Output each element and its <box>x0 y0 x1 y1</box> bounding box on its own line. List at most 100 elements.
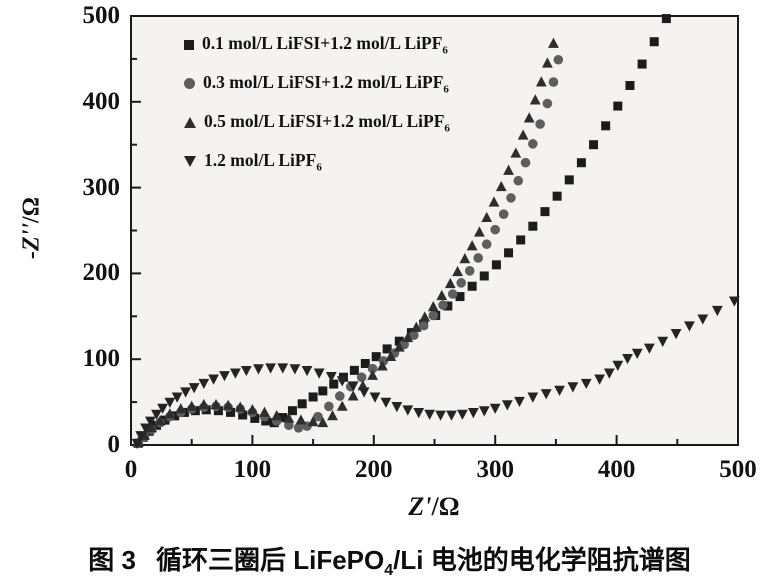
y-axis-title: -Z''/Ω <box>19 197 46 259</box>
triangle-up-marker-icon <box>385 350 397 362</box>
triangle-down-marker-icon <box>424 409 436 420</box>
triangle-up-marker-icon <box>295 414 307 425</box>
triangle-down-marker-icon <box>657 336 669 347</box>
square-marker-icon <box>394 336 404 346</box>
legend-label: 0.5 mol/L LiFSI+1.2 mol/L LiPF6 <box>204 110 450 135</box>
chart-legend: 0.1 mol/L LiFSI+1.2 mol/L LiPF6 0.3 mol/L… <box>184 33 450 189</box>
y-axis-unit: /Ω <box>18 197 45 223</box>
triangle-up-marker-icon <box>481 211 493 223</box>
legend-item: 0.3 mol/L LiFSI+1.2 mol/L LiPF6 <box>184 72 450 95</box>
square-marker-icon <box>160 415 170 425</box>
square-marker-icon <box>589 140 599 150</box>
triangle-down-marker-icon <box>457 409 468 420</box>
y-tick-label: 300 <box>82 173 121 201</box>
triangle-up-marker-icon <box>327 410 338 421</box>
legend-label: 0.3 mol/L LiFSI+1.2 mol/L LiPF6 <box>203 71 449 96</box>
square-marker-icon <box>250 413 260 423</box>
y-axis-variable: -Z'' <box>18 222 45 259</box>
x-tick-label: 300 <box>476 456 514 483</box>
square-marker-icon <box>382 344 392 354</box>
triangle-down-marker-icon <box>180 387 192 398</box>
legend-label: 0.1 mol/L LiFSI+1.2 mol/L LiPF6 <box>202 32 448 57</box>
circle-marker-icon <box>324 401 334 412</box>
legend-item: 1.2 mol/L LiPF6 <box>184 150 450 173</box>
y-tick-label: 100 <box>82 345 121 373</box>
plot-area <box>130 15 739 446</box>
caption-subscript: 4 <box>384 562 394 580</box>
legend-item: 0.1 mol/L LiFSI+1.2 mol/L LiPF6 <box>184 33 450 56</box>
triangle-down-marker-icon <box>594 374 606 385</box>
triangle-up-marker-icon <box>222 399 234 410</box>
triangle-up-marker-icon <box>376 360 388 371</box>
square-marker-icon <box>637 59 647 69</box>
circle-marker-icon <box>542 98 553 109</box>
series-triangle-down <box>131 296 740 450</box>
triangle-up-marker-icon <box>146 422 158 433</box>
triangle-down-marker-icon <box>325 371 337 383</box>
triangle-down-marker-icon <box>402 405 414 416</box>
triangle-up-marker-icon <box>175 403 187 414</box>
square-marker-icon <box>308 392 318 402</box>
x-axis-title: Z'/Ω <box>408 492 459 522</box>
triangle-up-marker-icon <box>503 164 514 175</box>
triangle-up-marker-icon <box>542 57 553 68</box>
circle-marker-icon <box>553 54 564 65</box>
triangle-down-marker-icon <box>135 431 147 442</box>
triangle-down-marker-icon <box>164 397 176 408</box>
triangle-up-marker-icon <box>402 331 414 343</box>
triangle-up-marker-icon <box>271 410 283 421</box>
legend-label: 1.2 mol/L LiPF6 <box>204 149 322 174</box>
square-marker-icon <box>318 386 328 396</box>
circle-marker-icon <box>498 209 509 219</box>
triangle-down-marker-icon <box>380 397 392 408</box>
triangle-down-marker-icon <box>540 389 552 400</box>
triangle-down-marker-icon <box>684 321 695 332</box>
caption-text-pre: 循环三圈后 LiFePO <box>155 545 385 575</box>
triangle-up-marker-icon <box>459 253 471 264</box>
square-marker-icon <box>238 410 248 420</box>
triangle-up-marker-icon <box>410 321 422 332</box>
triangle-down-marker-icon <box>369 392 381 403</box>
triangle-down-marker-icon <box>347 381 359 392</box>
square-marker-icon <box>278 413 288 423</box>
square-marker-icon <box>649 37 659 47</box>
circle-marker-icon <box>456 278 467 288</box>
circle-marker-icon <box>284 420 294 431</box>
triangle-down-marker-icon <box>336 376 348 387</box>
square-marker-icon <box>213 406 223 416</box>
square-marker-icon <box>479 271 489 281</box>
triangle-down-marker-icon <box>670 329 682 340</box>
legend-item: 0.5 mol/L LiFSI+1.2 mol/L LiPF6 <box>184 111 450 134</box>
square-marker-icon <box>443 301 453 311</box>
triangle-down-marker-icon <box>198 378 210 390</box>
triangle-up-marker-icon <box>427 301 439 312</box>
triangle-up-marker-icon <box>210 398 222 410</box>
triangle-up-marker-icon <box>259 406 270 417</box>
triangle-down-marker-icon <box>514 396 525 408</box>
square-marker-icon <box>625 80 635 90</box>
square-marker-icon <box>360 358 370 368</box>
square-marker-icon <box>528 221 538 231</box>
triangle-up-marker-icon <box>474 226 485 237</box>
triangle-up-marker-icon <box>367 369 378 380</box>
triangle-up-marker-icon <box>164 408 176 419</box>
triangle-down-marker-icon <box>140 423 151 434</box>
square-marker-icon <box>540 207 550 217</box>
caption-text-post: /Li 电池的电化学阻抗谱图 <box>393 545 691 575</box>
triangle-down-marker-icon <box>728 296 740 307</box>
triangle-down-marker-icon <box>580 378 592 390</box>
figure-caption: 图 3 循环三圈后 LiFePO4/Li 电池的电化学阻抗谱图 <box>88 540 690 580</box>
circle-marker-icon <box>464 266 475 276</box>
triangle-down-marker-icon <box>219 371 230 382</box>
triangle-up-legend-marker-icon <box>184 117 196 128</box>
square-marker-icon <box>576 158 586 168</box>
triangle-down-marker-icon <box>240 365 252 377</box>
square-marker-icon <box>371 352 381 362</box>
triangle-up-marker-icon <box>548 37 559 48</box>
circle-marker-icon <box>418 320 429 331</box>
y-tick-label: 500 <box>82 2 121 29</box>
triangle-down-marker-icon <box>446 410 457 421</box>
triangle-down-marker-icon <box>289 364 301 375</box>
